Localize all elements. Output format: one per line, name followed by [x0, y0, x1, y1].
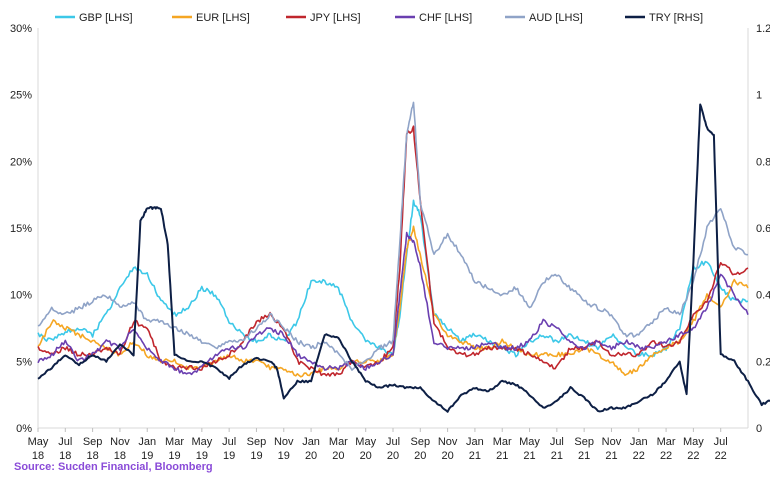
x-tick-year: 19	[223, 450, 235, 462]
x-tick-year: 20	[387, 450, 399, 462]
y-left-tick-label: 30%	[10, 23, 32, 35]
x-tick-year: 18	[32, 450, 44, 462]
legend-label: TRY [RHS]	[649, 12, 703, 24]
x-tick-year: 19	[168, 450, 180, 462]
x-tick-year: 22	[687, 450, 699, 462]
x-tick-year: 22	[660, 450, 672, 462]
legend: GBP [LHS] EUR [LHS] JPY [LHS] CHF [LHS] AUD …	[55, 12, 703, 24]
x-tick-month: Nov	[110, 436, 130, 448]
legend-label: JPY [LHS]	[310, 12, 361, 24]
x-axis: May 18 Jul 18 Sep 18 Nov 18 Jan 19 Mar 19 May 19 Jul 19…	[28, 428, 728, 462]
series-line-gbp	[37, 199, 749, 358]
legend-label: GBP [LHS]	[79, 12, 133, 24]
x-tick-month: Mar	[493, 436, 512, 448]
x-tick-year: 20	[305, 450, 317, 462]
source-note: Source: Sucden Financial, Bloomberg	[14, 461, 213, 473]
y-right-tick-label: 1	[756, 90, 762, 102]
x-tick-month: Jul	[222, 436, 236, 448]
y-left-tick-label: 20%	[10, 156, 32, 168]
series-lines	[37, 101, 770, 413]
left-axis: 0% 5% 10% 15% 20% 25% 30%	[10, 23, 32, 435]
legend-label: EUR [LHS]	[196, 12, 250, 24]
y-right-tick-label: 0.4	[756, 290, 770, 302]
chart-frame	[37, 28, 749, 429]
x-tick-month: May	[683, 436, 704, 448]
x-tick-year: 19	[250, 450, 262, 462]
x-tick-month: May	[28, 436, 49, 448]
legend-label: CHF [LHS]	[419, 12, 472, 24]
x-tick-month: Nov	[438, 436, 458, 448]
x-tick-year: 20	[332, 450, 344, 462]
x-tick-year: 21	[605, 450, 617, 462]
x-tick-month: Jan	[466, 436, 484, 448]
x-tick-month: Sep	[83, 436, 103, 448]
x-tick-month: Sep	[411, 436, 431, 448]
x-tick-month: May	[519, 436, 540, 448]
series-line-chf	[37, 231, 749, 376]
x-tick-year: 22	[715, 450, 727, 462]
x-tick-year: 18	[114, 450, 126, 462]
x-tick-year: 21	[469, 450, 481, 462]
x-tick-month: Jan	[302, 436, 320, 448]
y-left-tick-label: 10%	[10, 290, 32, 302]
x-tick-month: Jul	[550, 436, 564, 448]
x-tick-month: Sep	[247, 436, 267, 448]
x-tick-month: Mar	[329, 436, 348, 448]
series-line-aud	[37, 101, 749, 371]
x-tick-month: Jul	[58, 436, 72, 448]
y-left-tick-label: 15%	[10, 223, 32, 235]
x-tick-month: May	[191, 436, 212, 448]
x-tick-year: 22	[633, 450, 645, 462]
x-tick-month: Jul	[386, 436, 400, 448]
x-tick-year: 21	[551, 450, 563, 462]
x-tick-month: Jul	[714, 436, 728, 448]
x-tick-year: 19	[196, 450, 208, 462]
y-right-tick-label: 0.6	[756, 223, 770, 235]
y-right-tick-label: 1.2	[756, 23, 770, 35]
x-tick-year: 21	[523, 450, 535, 462]
x-tick-year: 20	[441, 450, 453, 462]
x-tick-month: Sep	[574, 436, 594, 448]
series-line-try	[37, 103, 770, 413]
x-tick-month: Jan	[138, 436, 156, 448]
y-right-tick-label: 0	[756, 423, 762, 435]
x-tick-month: Jan	[630, 436, 648, 448]
x-tick-month: May	[355, 436, 376, 448]
x-tick-month: Mar	[657, 436, 676, 448]
y-left-tick-label: 5%	[16, 356, 32, 368]
x-tick-month: Mar	[165, 436, 184, 448]
x-tick-year: 18	[86, 450, 98, 462]
x-tick-year: 21	[578, 450, 590, 462]
x-tick-month: Nov	[602, 436, 622, 448]
y-left-tick-label: 25%	[10, 90, 32, 102]
x-tick-year: 20	[360, 450, 372, 462]
series-line-eur	[37, 225, 749, 378]
x-tick-year: 21	[496, 450, 508, 462]
legend-label: AUD [LHS]	[529, 12, 583, 24]
x-tick-month: Nov	[274, 436, 294, 448]
x-tick-year: 20	[414, 450, 426, 462]
x-tick-year: 19	[278, 450, 290, 462]
y-right-tick-label: 0.8	[756, 156, 770, 168]
y-left-tick-label: 0%	[16, 423, 32, 435]
right-axis: 0 0.2 0.4 0.6 0.8 1 1.2	[756, 23, 770, 435]
y-right-tick-label: 0.2	[756, 356, 770, 368]
x-tick-year: 19	[141, 450, 153, 462]
x-tick-year: 18	[59, 450, 71, 462]
